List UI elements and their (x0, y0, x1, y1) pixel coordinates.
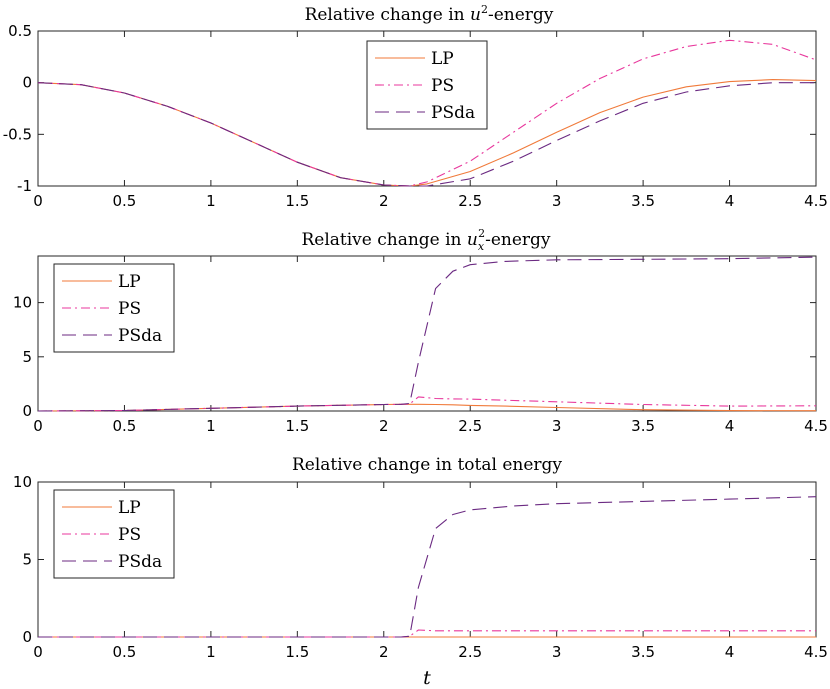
y-tick-label: 0 (22, 74, 32, 92)
legend-box (366, 40, 488, 130)
x-tick-label: 1.5 (285, 417, 309, 435)
panel-ux2-energy: Relative change in ux2-energy 0 0.5 1 1.5 2 2… (13, 227, 828, 435)
legend-label-lp: LP (431, 49, 454, 69)
x-tick-label: 0 (33, 417, 43, 435)
x-tick-label: 0 (33, 643, 43, 661)
panel-title: Relative change in u2-energy (305, 3, 554, 25)
x-tick-label: 4.5 (804, 192, 828, 210)
series-line-psda (37, 82, 816, 187)
x-tick-label: 1.5 (285, 643, 309, 661)
y-tick-label: 5 (22, 348, 32, 366)
legend-label-ps: PS (118, 525, 141, 545)
title-text: Relative change in (301, 230, 466, 250)
y-tick-label: 0 (22, 628, 32, 646)
x-tick-label: 2.5 (458, 192, 482, 210)
y-tick-label: 10 (13, 294, 32, 312)
series-line-ps (37, 39, 817, 187)
x-tick-label: 3.5 (631, 192, 655, 210)
legend-label-lp: LP (118, 498, 141, 518)
title-subscript: x (478, 240, 485, 253)
x-tick-label: 4 (725, 417, 735, 435)
y-tick-label: 10 (13, 473, 32, 491)
x-tick-label: 4 (725, 643, 735, 661)
x-tick-label: 0.5 (113, 643, 137, 661)
x-tick-label: 3 (552, 643, 562, 661)
x-tick-label: 0 (33, 192, 43, 210)
legend-label-ps: PS (431, 76, 454, 96)
legend: LP PS PSda (366, 40, 488, 130)
x-tick-label: 1 (206, 192, 216, 210)
title-text: Relative change in total energy (292, 455, 562, 475)
x-tick-label: 2.5 (458, 417, 482, 435)
title-superscript: 2 (478, 227, 485, 240)
x-tick-label: 4.5 (804, 417, 828, 435)
x-tick-label: 2 (379, 192, 389, 210)
title-text: Relative change in (305, 5, 470, 25)
panel-u2-energy: Relative change in u2-energy 0 0.5 1 1.5 2 2.… (3, 3, 828, 210)
legend-label-psda: PSda (431, 103, 475, 123)
panel-title: Relative change in ux2-energy (301, 227, 550, 253)
legend: LP PS PSda (53, 489, 175, 579)
title-suffix: -energy (488, 5, 554, 25)
legend-label-lp: LP (118, 272, 141, 292)
title-suffix: -energy (485, 230, 551, 250)
title-var: u (470, 5, 481, 25)
x-tick-label: 1 (206, 643, 216, 661)
x-tick-label: 4 (725, 192, 735, 210)
x-axis-label: t (423, 667, 431, 689)
y-tick-label: 5 (22, 551, 32, 569)
legend: LP PS PSda (53, 263, 175, 353)
x-tick-label: 1 (206, 417, 216, 435)
y-tick-label: -0.5 (3, 125, 32, 143)
x-tick-label: 0.5 (113, 417, 137, 435)
title-var: u (467, 230, 478, 250)
plot-area-frame (37, 255, 817, 412)
x-tick-label: 2 (379, 417, 389, 435)
legend-box (53, 263, 175, 353)
x-tick-label: 3 (552, 417, 562, 435)
series-line-psda (38, 496, 817, 638)
title-superscript: 2 (481, 3, 488, 16)
x-tick-label: 3.5 (631, 643, 655, 661)
x-tick-label: 1.5 (285, 192, 309, 210)
legend-box (53, 489, 175, 579)
x-tick-label: 2 (379, 643, 389, 661)
legend-label-psda: PSda (118, 552, 162, 572)
series-line-ps (38, 629, 816, 638)
legend-label-ps: PS (118, 299, 141, 319)
y-tick-label: 0.5 (8, 22, 32, 40)
panel-title: Relative change in total energy (292, 455, 562, 475)
x-tick-label: 3.5 (631, 417, 655, 435)
y-tick-label: 0 (22, 402, 32, 420)
x-tick-label: 4.5 (804, 643, 828, 661)
x-tick-label: 2.5 (458, 643, 482, 661)
x-tick-label: 0.5 (113, 192, 137, 210)
legend-label-psda: PSda (118, 326, 162, 346)
panel-total-energy: Relative change in total energy t 0 0.5 1 1… (13, 455, 828, 689)
x-tick-label: 3 (552, 192, 562, 210)
series-line-psda (37, 256, 817, 412)
y-tick-label: -1 (17, 177, 32, 195)
